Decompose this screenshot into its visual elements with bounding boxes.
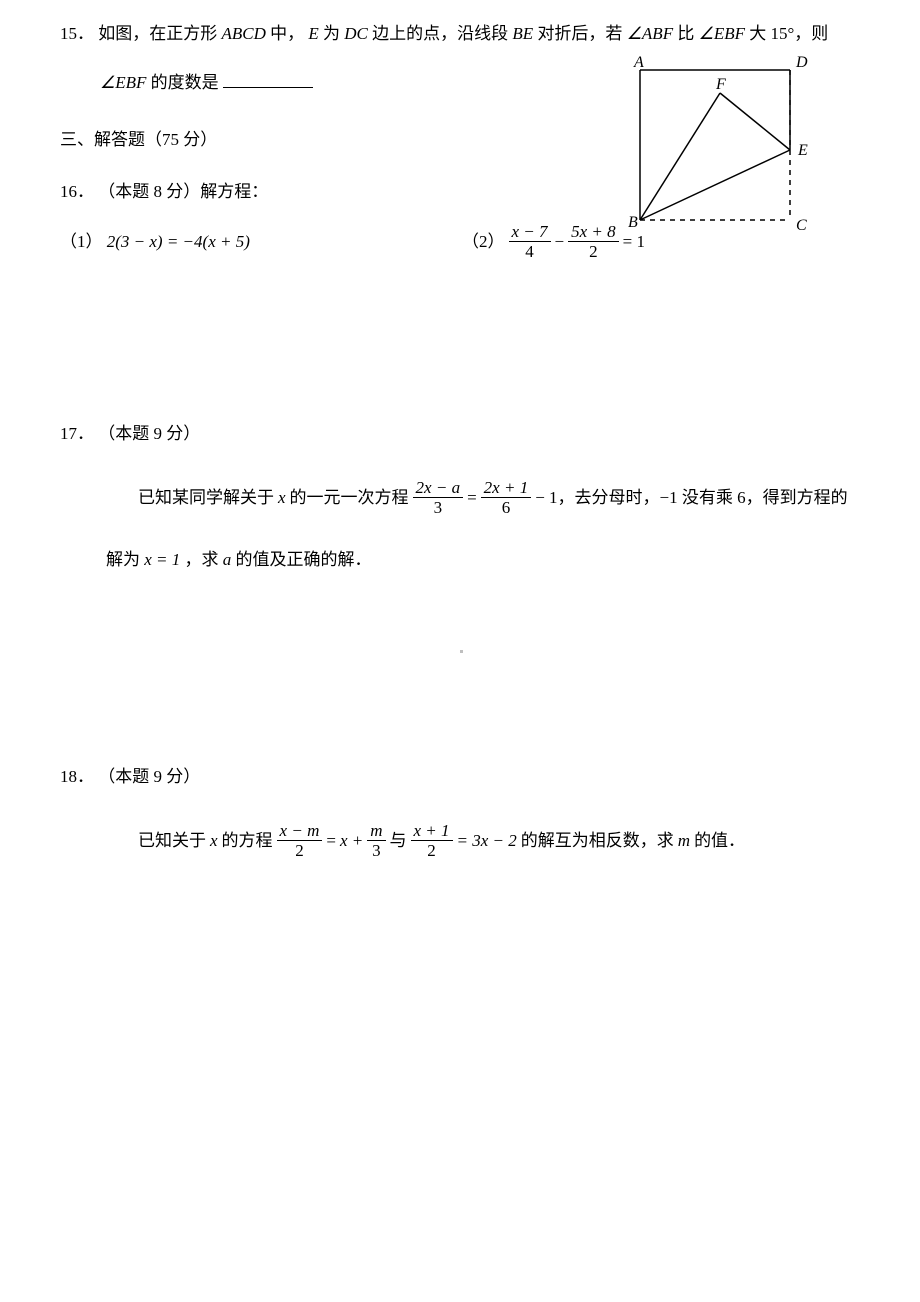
q17-title: （本题 9 分） xyxy=(98,424,200,443)
label-B: B xyxy=(628,214,638,231)
q16-p2-den2: 2 xyxy=(568,242,619,260)
q16-p2-frac2: 5x + 8 2 xyxy=(568,223,619,260)
q16-number: 16． xyxy=(60,182,94,201)
q18-mid-a: x + xyxy=(340,827,363,854)
q18-f3-den: 2 xyxy=(411,841,453,859)
q18-eq2: = 3x − 2 xyxy=(457,827,517,854)
q18-title: （本题 9 分） xyxy=(98,767,200,786)
q15-dc: DC xyxy=(344,24,368,43)
q17-line2-c: 的值及正确的解． xyxy=(236,550,372,569)
q18-line1: 已知关于 x 的方程 x − m 2 = x + m 3 与 x + 1 2 =… xyxy=(60,822,747,859)
q15-diagram: A D B C E F xyxy=(620,55,820,235)
q17-line2-a: 解为 xyxy=(106,550,144,569)
q15-angle-ebf: ∠EBF xyxy=(699,24,745,43)
q17-f2-den: 6 xyxy=(481,498,532,516)
q17-frac2: 2x + 1 6 xyxy=(481,479,532,516)
q17-x1: x = 1 xyxy=(144,550,180,569)
q17-number: 17． xyxy=(60,424,94,443)
q15-angle-abf: ∠ABF xyxy=(627,24,673,43)
label-F: F xyxy=(715,76,726,93)
q16-p2-den1: 4 xyxy=(509,242,551,260)
q17-frac1: 2x − a 3 xyxy=(413,479,464,516)
q18-body-c: 与 xyxy=(390,827,407,854)
label-D: D xyxy=(795,55,808,71)
q15-text-g: 大 15°，则 xyxy=(749,24,828,43)
q17-f2-num: 2x + 1 xyxy=(481,479,532,498)
q18-body-d: 的解互为相反数，求 xyxy=(521,827,674,854)
center-dot xyxy=(460,650,463,653)
q18-frac3: x + 1 2 xyxy=(411,822,453,859)
q18-f1-num: x − m xyxy=(277,822,323,841)
q16-p2-frac1: x − 7 4 xyxy=(509,223,551,260)
q17-line1: 已知某同学解关于 x 的一元一次方程 2x − a 3 = 2x + 1 6 −… xyxy=(60,479,850,516)
q17-header: 17． （本题 9 分） xyxy=(60,420,860,447)
q17-a: a xyxy=(223,550,232,569)
q16-p1-label: （1） xyxy=(60,232,103,251)
q17-f1-den: 3 xyxy=(413,498,464,516)
q15-text-e: 对折后，若 xyxy=(537,24,626,43)
q18-header: 18． （本题 9 分） xyxy=(60,763,860,790)
q18-body-a: 已知关于 xyxy=(138,827,206,854)
q18-frac1: x − m 2 xyxy=(277,822,323,859)
q18-x: x xyxy=(210,827,218,854)
q15-line2-b: 的度数是 xyxy=(151,73,219,92)
page: 15． 如图，在正方形 ABCD 中， E 为 DC 边上的点，沿线段 BE 对… xyxy=(0,0,920,1302)
q18-f2-den: 3 xyxy=(367,841,385,859)
q17-line2-b: ，求 xyxy=(185,550,223,569)
q18-f3-num: x + 1 xyxy=(411,822,453,841)
q15-abcd: ABCD xyxy=(222,24,266,43)
q15-text-a: 如图，在正方形 xyxy=(98,24,221,43)
q15-be: BE xyxy=(512,24,533,43)
q18-body-e: 的值． xyxy=(694,827,745,854)
q18-number: 18． xyxy=(60,767,94,786)
q17-f1-num: 2x − a xyxy=(413,479,464,498)
q17-line2: 解为 x = 1 ，求 a 的值及正确的解． xyxy=(60,546,860,573)
q16-p2-minus: − xyxy=(555,228,565,255)
q18-frac2: m 3 xyxy=(367,822,385,859)
q15-number: 15． xyxy=(60,24,94,43)
q18-f1-den: 2 xyxy=(277,841,323,859)
q15-text-d: 边上的点，沿线段 xyxy=(372,24,512,43)
q18-m: m xyxy=(678,827,690,854)
q15-line2-angle: ∠EBF xyxy=(100,73,146,92)
q16-p1-eq: 2(3 − x) = −4(x + 5) xyxy=(107,232,250,251)
q16-p2-label: （2） xyxy=(462,228,505,255)
q15-text-f: 比 xyxy=(677,24,698,43)
q17-body-c: − 1，去分母时，−1 没有乘 6，得到方程的 xyxy=(535,484,847,511)
q15-e: E xyxy=(308,24,318,43)
q18-eq1: = xyxy=(326,827,336,854)
q17-x: x xyxy=(278,484,286,511)
q15-blank xyxy=(223,70,313,88)
q17-body-b: 的一元一次方程 xyxy=(290,484,409,511)
q15-text-c: 为 xyxy=(323,24,344,43)
q15-text-b: 中， xyxy=(270,24,304,43)
label-C: C xyxy=(796,217,807,234)
q16-p2-num2: 5x + 8 xyxy=(568,223,619,242)
q16-title: （本题 8 分）解方程： xyxy=(98,182,268,201)
label-E: E xyxy=(797,142,808,159)
q18-body-b: 的方程 xyxy=(222,827,273,854)
q17-body-a: 已知某同学解关于 xyxy=(138,484,274,511)
q16-p2-num1: x − 7 xyxy=(509,223,551,242)
q16-part1: （1） 2(3 − x) = −4(x + 5) xyxy=(60,228,460,255)
label-A: A xyxy=(633,55,644,71)
q18-f2-num: m xyxy=(367,822,385,841)
q17-eq: = xyxy=(467,484,477,511)
q15-line1: 15． 如图，在正方形 ABCD 中， E 为 DC 边上的点，沿线段 BE 对… xyxy=(60,20,860,47)
diagram-svg: A D B C E F xyxy=(620,55,820,235)
